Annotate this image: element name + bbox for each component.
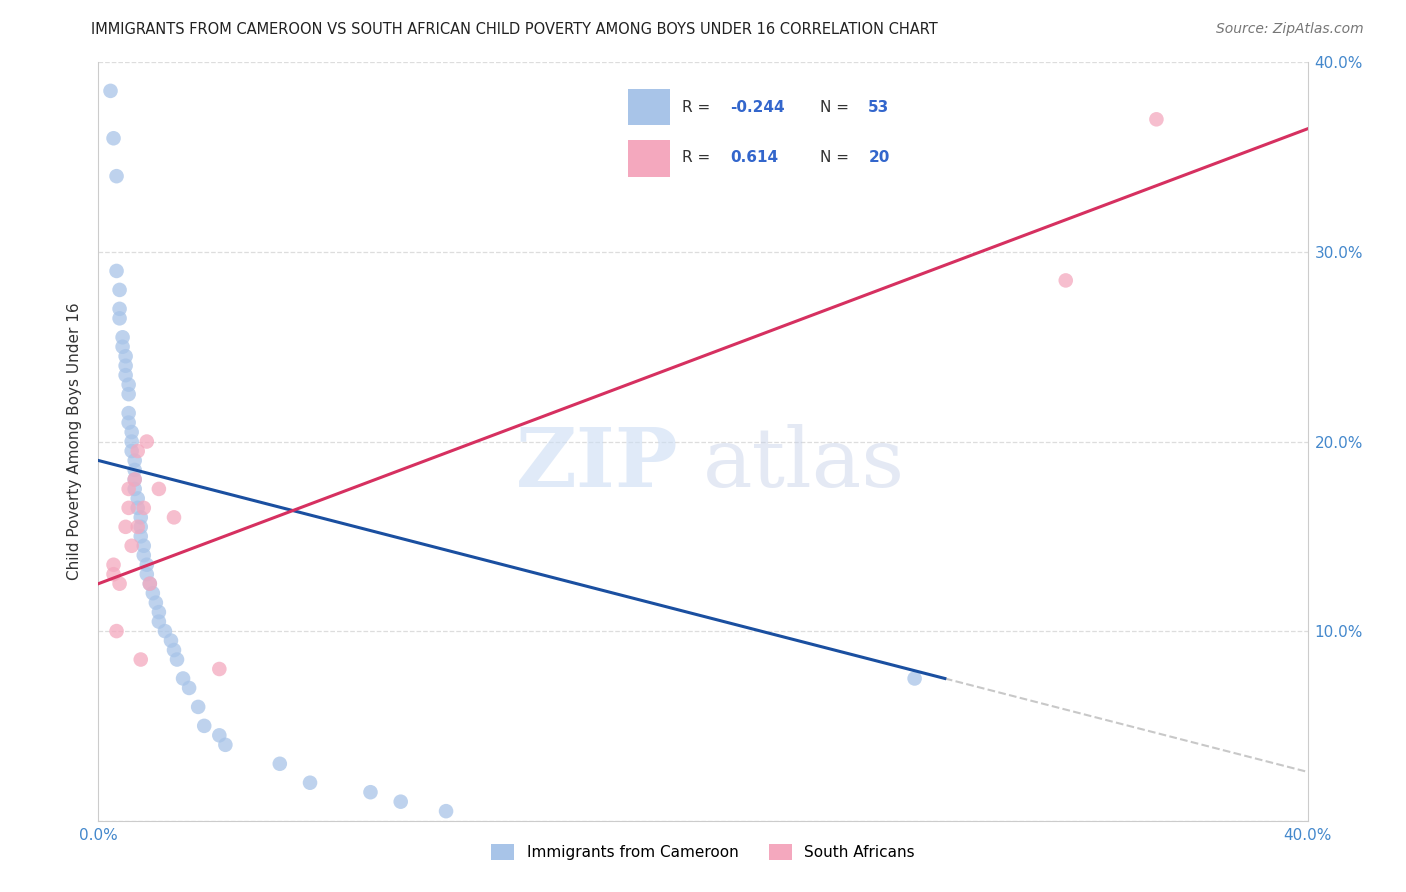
Point <box>127 500 149 515</box>
Point <box>1054 273 1077 287</box>
Point <box>124 473 146 487</box>
Point <box>129 652 152 666</box>
Point <box>118 500 141 515</box>
Text: Source: ZipAtlas.com: Source: ZipAtlas.com <box>1216 22 1364 37</box>
Point <box>148 615 170 629</box>
Point <box>139 576 162 591</box>
Point <box>148 482 170 496</box>
Point <box>127 491 149 506</box>
Point <box>142 586 165 600</box>
Point <box>139 576 162 591</box>
Point <box>121 434 143 449</box>
Point <box>163 643 186 657</box>
Point <box>145 596 167 610</box>
Point <box>100 84 122 98</box>
Point <box>103 567 125 582</box>
Point <box>214 738 236 752</box>
Point <box>135 567 157 582</box>
Point <box>127 444 149 458</box>
Point <box>105 264 128 278</box>
Point <box>179 681 201 695</box>
Point <box>108 576 131 591</box>
Point <box>904 672 927 686</box>
Point <box>124 482 146 496</box>
Point <box>118 482 141 496</box>
Point <box>114 520 136 534</box>
Point <box>103 131 125 145</box>
Legend: Immigrants from Cameroon, South Africans: Immigrants from Cameroon, South Africans <box>485 838 921 866</box>
Point <box>160 633 183 648</box>
Point <box>124 463 146 477</box>
Point <box>132 500 155 515</box>
Text: IMMIGRANTS FROM CAMEROON VS SOUTH AFRICAN CHILD POVERTY AMONG BOYS UNDER 16 CORR: IMMIGRANTS FROM CAMEROON VS SOUTH AFRICA… <box>91 22 938 37</box>
Point <box>389 795 412 809</box>
Point <box>108 301 131 316</box>
Point <box>135 434 157 449</box>
Point <box>108 283 131 297</box>
Point <box>105 624 128 639</box>
Point <box>360 785 382 799</box>
Point <box>434 804 457 818</box>
Point <box>269 756 291 771</box>
Point <box>114 368 136 383</box>
Point <box>111 340 134 354</box>
Point <box>124 473 146 487</box>
Point <box>163 510 186 524</box>
Point <box>153 624 176 639</box>
Point <box>166 652 188 666</box>
Text: ZIP: ZIP <box>516 425 679 504</box>
Point <box>114 359 136 373</box>
Point <box>108 311 131 326</box>
Text: atlas: atlas <box>703 425 905 504</box>
Point <box>118 377 141 392</box>
Point <box>148 605 170 619</box>
Point <box>111 330 134 344</box>
Point <box>124 453 146 467</box>
Point <box>132 539 155 553</box>
Point <box>135 558 157 572</box>
Point <box>129 510 152 524</box>
Point <box>129 520 152 534</box>
Point <box>172 672 194 686</box>
Point <box>127 520 149 534</box>
Y-axis label: Child Poverty Among Boys Under 16: Child Poverty Among Boys Under 16 <box>67 302 83 581</box>
Point <box>121 539 143 553</box>
Point <box>187 699 209 714</box>
Point <box>121 425 143 439</box>
Point <box>208 728 231 742</box>
Point <box>208 662 231 676</box>
Point <box>299 776 322 790</box>
Point <box>118 387 141 401</box>
Point <box>118 416 141 430</box>
Point <box>103 558 125 572</box>
Point <box>193 719 215 733</box>
Point <box>1144 112 1167 127</box>
Point <box>114 349 136 363</box>
Point <box>121 444 143 458</box>
Point <box>105 169 128 184</box>
Point <box>129 529 152 543</box>
Point <box>132 548 155 563</box>
Point <box>118 406 141 420</box>
